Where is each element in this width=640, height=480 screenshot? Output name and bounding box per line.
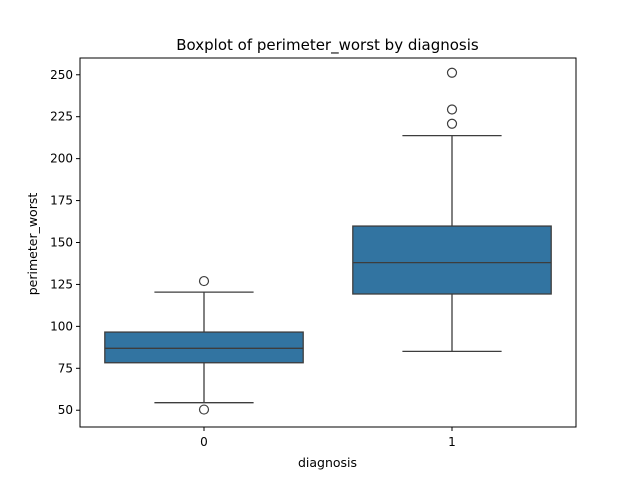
- y-tick-label: 50: [58, 403, 73, 417]
- iqr-box: [104, 331, 304, 364]
- x-tick-label: 1: [448, 435, 456, 449]
- y-tick-label: 100: [50, 319, 73, 333]
- y-tick-label: 200: [50, 152, 73, 166]
- y-tick-label: 175: [50, 194, 73, 208]
- outlier-point: [198, 275, 210, 287]
- chart-title: Boxplot of perimeter_worst by diagnosis: [176, 36, 479, 55]
- box-group-0: [104, 275, 304, 415]
- plot-area: [104, 67, 552, 415]
- y-tick-label: 75: [58, 361, 73, 375]
- axes: 50 75 100 125 150 175 200 225 250 0 1: [50, 57, 577, 449]
- iqr-box: [352, 225, 552, 295]
- outlier-point: [446, 67, 458, 78]
- outlier-point: [198, 404, 210, 415]
- box-group-1: [352, 67, 552, 353]
- x-tick-label: 0: [200, 435, 208, 449]
- y-tick-label: 225: [50, 110, 73, 124]
- y-tick-label: 150: [50, 236, 73, 250]
- y-tick-label: 125: [50, 277, 73, 291]
- x-axis-label: diagnosis: [298, 455, 357, 470]
- outlier-point: [446, 104, 458, 115]
- outlier-point: [446, 118, 458, 129]
- y-tick-label: 250: [50, 68, 73, 82]
- y-axis-label: perimeter_worst: [25, 193, 40, 296]
